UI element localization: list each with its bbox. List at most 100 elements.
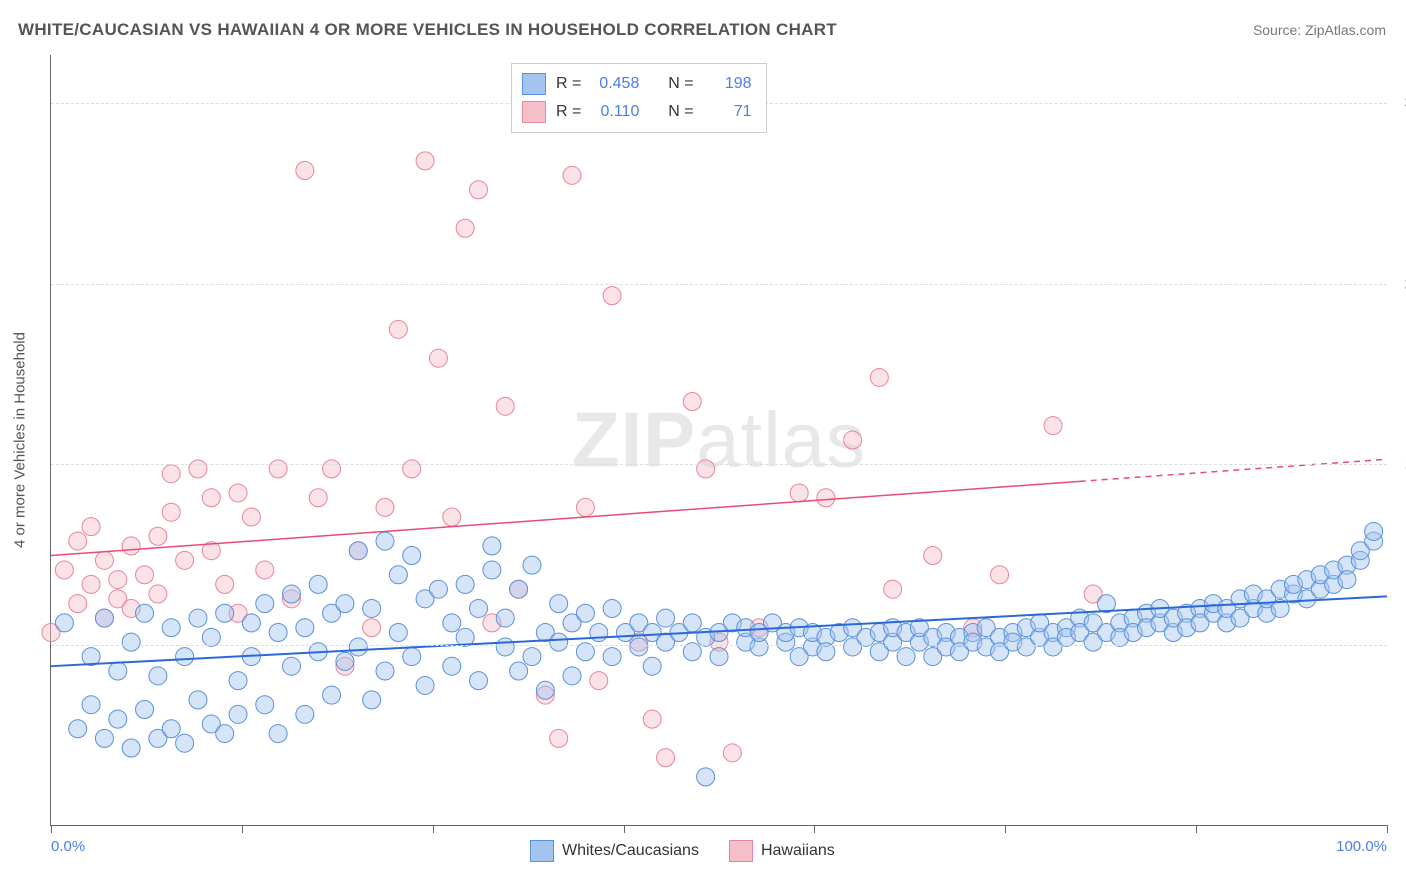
scatter-point <box>229 484 247 502</box>
scatter-point <box>122 537 140 555</box>
scatter-point <box>95 729 113 747</box>
scatter-point <box>376 498 394 516</box>
scatter-point <box>82 696 100 714</box>
scatter-point <box>202 489 220 507</box>
scatter-point <box>884 580 902 598</box>
scatter-point <box>69 532 87 550</box>
scatter-point <box>136 566 154 584</box>
scatter-point <box>429 580 447 598</box>
scatter-point <box>69 720 87 738</box>
x-tick <box>1387 825 1388 833</box>
scatter-point <box>349 638 367 656</box>
scatter-point <box>1365 522 1383 540</box>
scatter-point <box>216 575 234 593</box>
scatter-point <box>496 638 514 656</box>
scatter-point <box>389 566 407 584</box>
scatter-point <box>363 619 381 637</box>
legend-swatch-hawaiians <box>729 840 753 862</box>
scatter-point <box>55 614 73 632</box>
scatter-point <box>256 561 274 579</box>
scatter-point <box>323 460 341 478</box>
scatter-point <box>416 676 434 694</box>
scatter-point <box>309 575 327 593</box>
scatter-point <box>523 556 541 574</box>
scatter-point <box>576 604 594 622</box>
legend-item-whites: Whites/Caucasians <box>530 840 699 862</box>
scatter-point <box>697 460 715 478</box>
scatter-point <box>1338 571 1356 589</box>
legend-item-hawaiians: Hawaiians <box>729 840 835 862</box>
scatter-point <box>470 181 488 199</box>
plot-area: ZIPatlas R = 0.458 N = 198 R = 0.110 N =… <box>50 55 1387 826</box>
scatter-point <box>69 595 87 613</box>
scatter-point <box>523 648 541 666</box>
scatter-point <box>470 599 488 617</box>
scatter-point <box>924 547 942 565</box>
chart-title: WHITE/CAUCASIAN VS HAWAIIAN 4 OR MORE VE… <box>18 20 837 40</box>
scatter-point <box>683 614 701 632</box>
scatter-point <box>376 532 394 550</box>
grid-line <box>51 464 1387 465</box>
scatter-point <box>109 710 127 728</box>
scatter-point <box>149 585 167 603</box>
swatch-whites <box>522 73 546 95</box>
scatter-point <box>630 638 648 656</box>
scatter-point <box>229 672 247 690</box>
scatter-point <box>216 604 234 622</box>
scatter-point <box>149 527 167 545</box>
scatter-point <box>443 508 461 526</box>
scatter-point <box>643 710 661 728</box>
scatter-point <box>136 604 154 622</box>
scatter-point <box>403 547 421 565</box>
label-r: R = <box>556 103 581 121</box>
x-tick <box>51 825 52 833</box>
scatter-point <box>242 614 260 632</box>
scatter-point <box>536 681 554 699</box>
label-n: N = <box>668 103 693 121</box>
scatter-point <box>296 162 314 180</box>
x-tick <box>242 825 243 833</box>
grid-line <box>51 284 1387 285</box>
scatter-point <box>844 431 862 449</box>
scatter-point <box>242 508 260 526</box>
scatter-point <box>122 739 140 757</box>
stats-row-whites: R = 0.458 N = 198 <box>522 70 752 98</box>
x-tick <box>1196 825 1197 833</box>
label-r: R = <box>556 75 581 93</box>
scatter-point <box>82 575 100 593</box>
scatter-point <box>563 667 581 685</box>
x-tick-label: 0.0% <box>51 838 85 855</box>
legend-label-whites: Whites/Caucasians <box>562 842 699 860</box>
scatter-point <box>296 705 314 723</box>
scatter-point <box>790 484 808 502</box>
source-label: Source: ZipAtlas.com <box>1253 22 1386 38</box>
label-n: N = <box>668 75 693 93</box>
scatter-point <box>162 503 180 521</box>
scatter-point <box>336 595 354 613</box>
scatter-point <box>363 599 381 617</box>
scatter-point <box>991 566 1009 584</box>
scatter-point <box>55 561 73 579</box>
scatter-point <box>697 768 715 786</box>
scatter-point <box>162 720 180 738</box>
grid-line <box>51 645 1387 646</box>
stats-row-hawaiians: R = 0.110 N = 71 <box>522 98 752 126</box>
scatter-point <box>443 614 461 632</box>
scatter-point <box>176 551 194 569</box>
scatter-point <box>456 575 474 593</box>
scatter-point <box>710 648 728 666</box>
scatter-point <box>389 624 407 642</box>
y-axis-title: 4 or more Vehicles in Household <box>12 332 29 548</box>
scatter-point <box>429 349 447 367</box>
scatter-point <box>109 571 127 589</box>
scatter-point <box>496 397 514 415</box>
scatter-point <box>95 609 113 627</box>
bottom-legend: Whites/Caucasians Hawaiians <box>530 840 835 862</box>
scatter-point <box>603 599 621 617</box>
scatter-point <box>162 465 180 483</box>
scatter-point <box>550 595 568 613</box>
legend-label-hawaiians: Hawaiians <box>761 842 835 860</box>
scatter-point <box>657 609 675 627</box>
scatter-point <box>136 701 154 719</box>
chart-container: 4 or more Vehicles in Household ZIPatlas… <box>50 55 1386 825</box>
